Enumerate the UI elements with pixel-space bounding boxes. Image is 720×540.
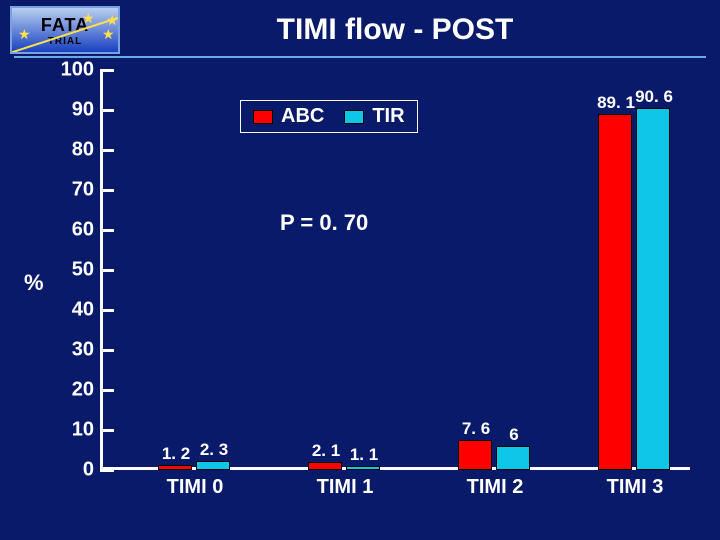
x-category-label: TIMI 2: [440, 476, 550, 499]
bar: 6: [496, 446, 530, 470]
bar-value-label: 6: [489, 425, 539, 445]
y-tick-label: 60: [72, 219, 94, 242]
y-tick-label: 80: [72, 139, 94, 162]
star-icon: ★: [102, 26, 115, 43]
y-tick-label: 50: [72, 259, 94, 282]
y-tick: [100, 429, 114, 432]
bar: 89. 1: [598, 114, 632, 470]
trial-logo: ★ ★ ★ ★ FATA TRIAL: [10, 6, 120, 54]
legend-label: TIR: [372, 105, 404, 127]
y-tick: [100, 69, 114, 72]
y-tick: [100, 309, 114, 312]
y-tick-label: 30: [72, 339, 94, 362]
star-icon: ★: [82, 10, 95, 27]
x-category-label: TIMI 0: [140, 476, 250, 499]
y-tick: [100, 109, 114, 112]
y-tick: [100, 269, 114, 272]
y-tick: [100, 229, 114, 232]
page-title: TIMI flow - POST: [120, 13, 710, 47]
bar-value-label: 90. 6: [629, 87, 679, 107]
y-tick: [100, 189, 114, 192]
bar: 1. 1: [346, 466, 380, 470]
chart: % 0102030405060708090100 ABCTIR P = 0. 7…: [10, 62, 710, 522]
bar: 90. 6: [636, 108, 670, 470]
y-tick: [100, 389, 114, 392]
y-tick-label: 100: [61, 59, 94, 82]
bar-value-label: 2. 3: [189, 440, 239, 460]
y-tick: [100, 149, 114, 152]
star-icon: ★: [18, 26, 31, 43]
legend-item: ABC: [253, 105, 324, 128]
header-rule: [14, 56, 706, 58]
p-value-text: P = 0. 70: [280, 210, 368, 236]
y-tick: [100, 349, 114, 352]
plot-area: ABCTIR P = 0. 70 1. 22. 32. 11. 17. 6689…: [100, 70, 690, 470]
x-category-label: TIMI 3: [580, 476, 690, 499]
legend-item: TIR: [344, 105, 404, 128]
y-tick-label: 0: [83, 459, 94, 482]
y-tick-label: 70: [72, 179, 94, 202]
bar: 7. 6: [458, 440, 492, 470]
header: ★ ★ ★ ★ FATA TRIAL TIMI flow - POST: [0, 0, 720, 56]
bar: 1. 2: [158, 465, 192, 470]
bar-value-label: 1. 1: [339, 445, 389, 465]
legend-label: ABC: [281, 105, 324, 127]
y-tick-label: 90: [72, 99, 94, 122]
y-axis-ticks: 0102030405060708090100: [10, 70, 94, 470]
y-tick-label: 10: [72, 419, 94, 442]
y-tick-label: 40: [72, 299, 94, 322]
y-tick-label: 20: [72, 379, 94, 402]
legend-swatch: [253, 110, 273, 124]
bar: 2. 1: [308, 462, 342, 470]
bar: 2. 3: [196, 461, 230, 470]
y-tick: [100, 469, 114, 472]
legend: ABC TIR: [240, 100, 418, 133]
x-category-label: TIMI 1: [290, 476, 400, 499]
legend-swatch: [344, 110, 364, 124]
